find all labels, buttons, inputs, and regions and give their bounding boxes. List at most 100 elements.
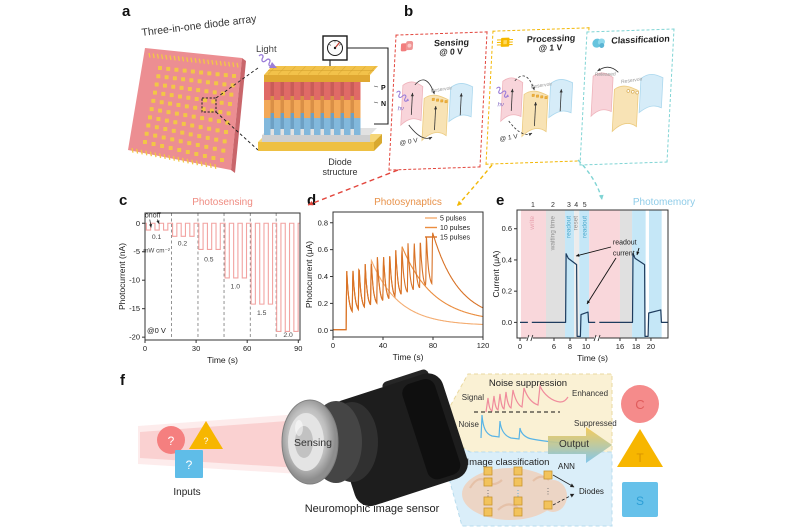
svg-text:90: 90: [294, 344, 302, 353]
zoom-box: [201, 97, 217, 113]
legend-10-pulses: 10 pulses: [440, 225, 470, 232]
series-15-pulses: [333, 232, 484, 331]
n-leader: [373, 101, 379, 104]
svg-text:mW cm⁻²: mW cm⁻²: [143, 247, 170, 254]
panel-label-c: c: [119, 192, 128, 209]
classification-title: Classification: [610, 33, 671, 46]
photomemory-trace: [520, 253, 668, 337]
voltmeter-icon: [322, 35, 348, 61]
svg-text:0.0: 0.0: [502, 318, 512, 327]
svg-text:4: 4: [574, 202, 578, 209]
structure-label-2: structure: [322, 167, 357, 177]
band-classification-reservoir-label: Reservoir: [621, 76, 643, 85]
band-classification-released-label: Released: [594, 71, 616, 78]
panel-f-neuromorphic-sensor: ? ? ? Inputs: [138, 369, 663, 527]
photosensing-xlabel: Time (s): [207, 355, 238, 365]
svg-text:-20: -20: [129, 333, 140, 342]
svg-text:-5: -5: [133, 247, 140, 256]
band-processing-hv-label: hν: [497, 102, 504, 108]
bias-label-c: @0 V: [147, 326, 166, 335]
svg-text:0.2: 0.2: [178, 240, 188, 247]
panel-a-diode-array: Three-in-one diode array Light: [128, 13, 389, 177]
output-triangle: T: [617, 429, 663, 467]
photomemory-title: Photomemory: [633, 197, 695, 208]
chart-photosynaptics: Photosynaptics 0 40 80 120 0.0 0.2 0.4 0.6 0.8 Tim…: [304, 197, 489, 362]
svg-text:0: 0: [518, 342, 522, 351]
svg-text:0.6: 0.6: [318, 245, 328, 254]
output-triangle-letter: T: [636, 451, 644, 465]
svg-text:8: 8: [568, 342, 572, 351]
svg-text:0.6: 0.6: [502, 224, 512, 233]
band-sensing-hv-label: hν: [397, 106, 404, 112]
classification-header: Classification: [587, 29, 674, 50]
svg-text:16: 16: [616, 342, 624, 351]
input-triangle: ?: [189, 421, 223, 449]
panel-label-a: a: [122, 3, 131, 20]
sensing-band-diagram: hν @ 0 V Reservoir: [396, 79, 474, 147]
image-classification-panel: Image classification ⋮ ⋮ ⋮ ANN: [462, 457, 604, 520]
legend-15-pulses: 15 pulses: [440, 235, 470, 242]
svg-text:reset: reset: [573, 216, 580, 231]
svg-text:80: 80: [429, 341, 437, 350]
diodes-arrow-2: [552, 493, 575, 506]
output-arrow: Output: [548, 427, 612, 463]
output-square-letter: S: [636, 494, 644, 508]
sensing-header: Sensing @ 0 V: [395, 32, 486, 59]
svg-text:0: 0: [143, 344, 147, 353]
classification-icon: [591, 36, 608, 51]
panel-label-b: b: [404, 3, 414, 20]
suppressed-label: Suppressed: [574, 419, 617, 428]
svg-text:0.5: 0.5: [204, 256, 214, 263]
svg-text:0.2: 0.2: [318, 299, 328, 308]
off-label: off: [153, 212, 161, 219]
signal-trace: [485, 383, 569, 413]
readout-current-annotation-2: current: [613, 250, 635, 257]
sensing-box: Sensing @ 0 V hν @ 0 V Reservoir: [388, 31, 488, 171]
svg-text:readout: readout: [565, 216, 572, 238]
photosensing-trace: [145, 222, 300, 333]
output-circle-letter: C: [635, 397, 644, 412]
svg-text:0.4: 0.4: [318, 272, 328, 281]
svg-text:0: 0: [331, 341, 335, 350]
output-square: S: [622, 482, 658, 517]
svg-text:20: 20: [647, 342, 655, 351]
svg-text:5: 5: [583, 202, 587, 209]
svg-text:waiting time: waiting time: [549, 216, 556, 252]
svg-text:2.0: 2.0: [283, 332, 293, 339]
svg-text:2: 2: [551, 202, 555, 209]
light-squiggle-icon: [258, 54, 277, 68]
svg-text:-10: -10: [129, 276, 140, 285]
input-square: ?: [175, 450, 203, 478]
panel-label-e: e: [496, 192, 505, 209]
processing-box: Processing @ 1 V hν @ 1 V Reservoir: [485, 27, 590, 165]
input-circle-question: ?: [168, 434, 175, 448]
diodes-label: Diodes: [579, 487, 604, 496]
chart-photosensing: Photosensing 0 30 60 90 0 -5 -10 -15 -20 Time (s) P…: [118, 197, 302, 365]
legend-5-pulses: 5 pulses: [440, 216, 467, 223]
noise-suppression-panel: Noise suppression Signal Enhanced Noise …: [459, 378, 617, 444]
processing-icon: [496, 35, 514, 50]
input-square-question: ?: [186, 458, 193, 472]
p-label: P: [381, 85, 386, 92]
output-circle: C: [621, 385, 659, 423]
noise-suppression-title: Noise suppression: [489, 378, 567, 389]
svg-text:readout: readout: [581, 216, 588, 238]
svg-text:30: 30: [192, 344, 200, 353]
image-classification-title: Image classification: [467, 457, 550, 468]
svg-text:6: 6: [552, 342, 556, 351]
processing-header: Processing @ 1 V: [492, 28, 588, 55]
photosynaptics-ylabel: Photocurrent (μA): [304, 241, 314, 308]
input-triangle-question: ?: [203, 436, 208, 446]
ann-dots-2: ⋮: [514, 489, 522, 498]
readout-current-annotation-1: readout: [613, 239, 637, 246]
photomemory-xlabel: Time (s): [577, 353, 608, 363]
svg-text:0: 0: [136, 219, 140, 228]
p-leader: [373, 85, 379, 88]
svg-text:40: 40: [379, 341, 387, 350]
signal-label: Signal: [462, 393, 484, 402]
on-label: on: [145, 212, 153, 219]
array-title: Three-in-one diode array: [141, 13, 258, 39]
photosensing-ylabel: Photocurrent (nA): [118, 243, 127, 310]
classification-band-diagram: Released Reservoir: [590, 66, 664, 133]
